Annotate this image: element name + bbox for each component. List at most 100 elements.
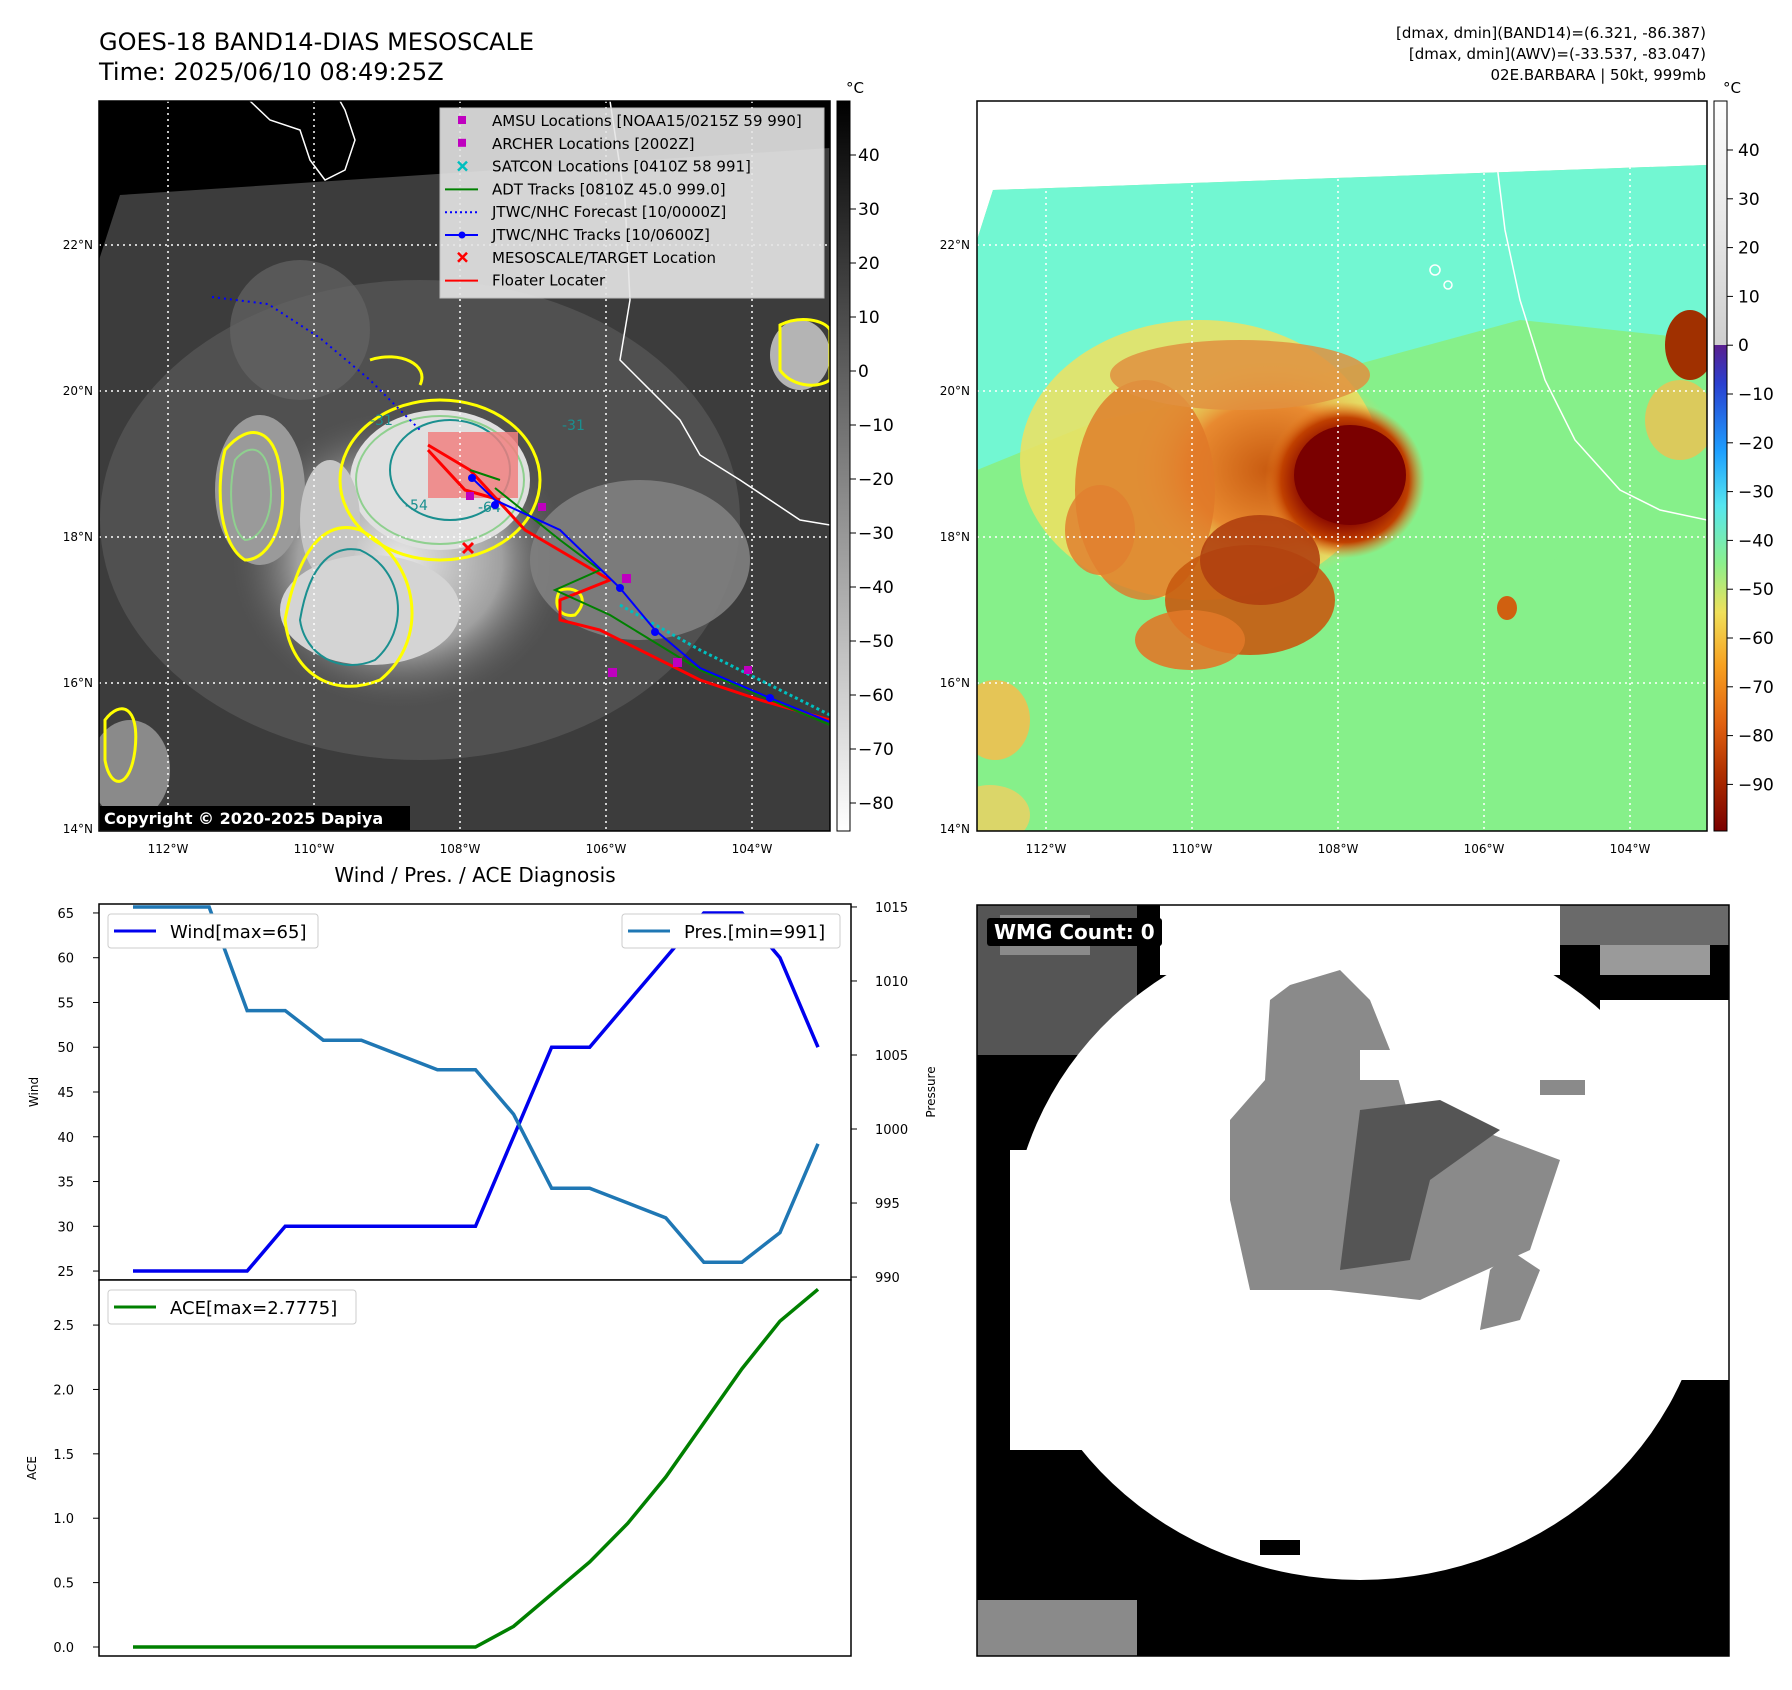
diagnosis-panel: Wind / Pres. / ACE Diagnosis Wind Pressu… (25, 863, 938, 1657)
ace-tick-label: 2.5 (53, 1319, 74, 1334)
ace-legend: ACE[max=2.7775] (107, 1289, 357, 1325)
lat-label: 22°N (940, 238, 970, 252)
legend-label: ADT Tracks [0810Z 45.0 999.0] (492, 180, 726, 198)
lon-label: 106°W (1464, 842, 1505, 856)
colorbar-tick-label: −90 (1738, 775, 1774, 795)
ir-map-panel: -31 -54 -64 -31 (63, 79, 894, 856)
legend-label: MESOSCALE/TARGET Location (492, 249, 716, 267)
colorbar-tick-label: 40 (858, 146, 880, 166)
colorbar-tick-label: 0 (1738, 336, 1749, 356)
contour-label: -54 (405, 498, 428, 514)
lon-label: 110°W (294, 842, 335, 856)
legend-label: JTWC/NHC Tracks [10/0600Z] (491, 226, 710, 244)
lon-label: 112°W (1026, 842, 1067, 856)
legend-entry: Floater Locater (445, 272, 606, 290)
pressure-tick-label: 1015 (875, 901, 908, 916)
figure-title-line1: GOES-18 BAND14-DIAS MESOSCALE (99, 28, 534, 56)
colorbar-unit: °C (846, 79, 864, 97)
contour-label: -31 (370, 413, 393, 429)
colorbar-tick-label: −60 (858, 686, 894, 706)
legend-entry: AMSU Locations [NOAA15/0215Z 59 990] (458, 112, 802, 130)
wmg-count-badge: WMG Count: 0 (987, 918, 1162, 946)
colorbar-tick-label: −20 (858, 470, 894, 490)
legend-square-marker (458, 138, 466, 147)
color-ir-map-panel: 22°N 20°N 18°N 16°N 14°N 112°W 110°W 108… (940, 79, 1774, 856)
ace-legend-label: ACE[max=2.7775] (170, 1298, 337, 1319)
colorbar-tick-label: −80 (1738, 727, 1774, 747)
wind-legend: Wind[max=65] (107, 913, 319, 949)
legend-x-marker (457, 160, 468, 172)
lat-label: 20°N (63, 384, 93, 398)
lat-label: 18°N (63, 530, 93, 544)
info-line-3: 02E.BARBARA | 50kt, 999mb (1491, 66, 1706, 84)
lat-label: 14°N (63, 822, 93, 836)
lon-label: 108°W (1318, 842, 1359, 856)
pressure-tick-label: 1005 (875, 1049, 908, 1064)
colorbar-tick-label: 20 (1738, 239, 1760, 259)
wind-tick-label: 60 (57, 952, 74, 967)
wind-tick-label: 35 (57, 1176, 74, 1191)
lon-label: 106°W (586, 842, 627, 856)
wind-tick-label: 25 (57, 1265, 74, 1280)
legend-label: AMSU Locations [NOAA15/0215Z 59 990] (492, 112, 802, 130)
info-line-2: [dmax, dmin](AWV)=(-33.537, -83.047) (1409, 45, 1706, 63)
colorbar-unit: °C (1723, 79, 1741, 97)
lat-label: 18°N (940, 530, 970, 544)
legend-label: Floater Locater (492, 272, 606, 290)
ace-tick-label: 0.0 (53, 1641, 74, 1656)
lat-label: 16°N (940, 676, 970, 690)
wind-tick-label: 40 (57, 1131, 74, 1146)
colorbar-tick-label: −40 (1738, 531, 1774, 551)
legend-entry: ADT Tracks [0810Z 45.0 999.0] (445, 180, 726, 198)
ace-axis-label: ACE (25, 1456, 39, 1480)
wind-axis-label: Wind (27, 1077, 41, 1107)
legend-label: JTWC/NHC Forecast [10/0000Z] (491, 203, 726, 221)
colorbar-tick-label: 40 (1738, 141, 1760, 161)
colorbar-tick-label: −30 (858, 524, 894, 544)
lon-label: 108°W (440, 842, 481, 856)
wind-tick-label: 55 (57, 996, 74, 1011)
wind-series-line (133, 911, 820, 1273)
pressure-series-line (133, 905, 820, 1264)
legend-entry: JTWC/NHC Tracks [10/0600Z] (445, 226, 710, 244)
ace-tick-label: 2.0 (53, 1383, 74, 1398)
colorbar-tick-label: 0 (858, 362, 869, 382)
contour-label: -31 (562, 418, 585, 434)
legend-entry: SATCON Locations [0410Z 58 991] (457, 158, 751, 176)
wind-tick-label: 50 (57, 1041, 74, 1056)
lon-label: 112°W (148, 842, 189, 856)
ace-tick-label: 0.5 (53, 1577, 74, 1592)
ace-series-line (133, 1287, 820, 1649)
figure-title-line2: Time: 2025/06/10 08:49:25Z (98, 58, 444, 86)
colorbar-tick-label: 10 (858, 308, 880, 328)
wind-tick-label: 65 (57, 907, 74, 922)
colorbar-tick-label: −10 (858, 416, 894, 436)
colorbar-tick-label: −70 (1738, 678, 1774, 698)
map-legend: AMSU Locations [NOAA15/0215Z 59 990] ARCH… (439, 107, 825, 299)
pressure-tick-label: 995 (875, 1197, 900, 1212)
pressure-legend: Pres.[min=991] (621, 913, 841, 949)
wmg-panel (976, 904, 1730, 1657)
legend-dot-marker (458, 231, 466, 239)
lat-label: 14°N (940, 822, 970, 836)
colorbar-tick-label: −80 (858, 794, 894, 814)
legend-x-marker (457, 251, 468, 263)
lat-label: 22°N (63, 238, 93, 252)
legend-label: SATCON Locations [0410Z 58 991] (492, 158, 751, 176)
colorbar-tick-label: 30 (858, 200, 880, 220)
legend-entry: JTWC/NHC Forecast [10/0000Z] (445, 203, 726, 221)
colorbar-tick-label: −50 (858, 632, 894, 652)
pressure-tick-label: 1010 (875, 975, 908, 990)
colorbar-tick-label: 30 (1738, 190, 1760, 210)
gray-colorbar: °C 40 30 20 10 0 −10 −20 −30 −40 −50 −60 −70 −80 (836, 79, 894, 832)
colorbar-tick-label: 20 (858, 254, 880, 274)
legend-entry: MESOSCALE/TARGET Location (457, 249, 716, 267)
colorbar-tick-label: −30 (1738, 483, 1774, 503)
pressure-axis-label: Pressure (924, 1066, 938, 1117)
colorbar-tick-label: −40 (858, 578, 894, 598)
color-colorbar: °C 40 30 20 10 0 −10 −20 −30 −40 −50 −60 −70 −80 −90 (1713, 79, 1774, 832)
wind-tick-label: 30 (57, 1220, 74, 1235)
wind-tick-label: 45 (57, 1086, 74, 1101)
copyright-text: Copyright © 2020-2025 Dapiya (104, 809, 383, 828)
colorbar-tick-label: −60 (1738, 629, 1774, 649)
